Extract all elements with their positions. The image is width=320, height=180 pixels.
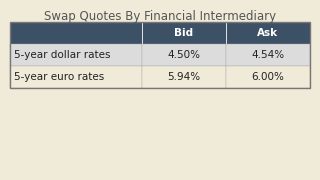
Bar	[10, 66, 142, 88]
Bar	[142, 66, 226, 88]
Text: Swap Quotes By Financial Intermediary: Swap Quotes By Financial Intermediary	[44, 10, 276, 23]
Text: 5-year dollar rates: 5-year dollar rates	[14, 50, 110, 60]
Bar	[226, 66, 310, 88]
Bar	[226, 44, 310, 66]
Bar	[10, 22, 142, 44]
Text: 5.94%: 5.94%	[167, 72, 201, 82]
Text: 4.50%: 4.50%	[167, 50, 201, 60]
Text: 4.54%: 4.54%	[252, 50, 284, 60]
Text: 5-year euro rates: 5-year euro rates	[14, 72, 104, 82]
Text: Ask: Ask	[257, 28, 279, 38]
Text: 6.00%: 6.00%	[252, 72, 284, 82]
Text: Bid: Bid	[174, 28, 194, 38]
Bar	[10, 44, 142, 66]
Bar	[10, 22, 310, 88]
Bar	[226, 22, 310, 44]
Bar	[142, 44, 226, 66]
Bar	[142, 22, 226, 44]
